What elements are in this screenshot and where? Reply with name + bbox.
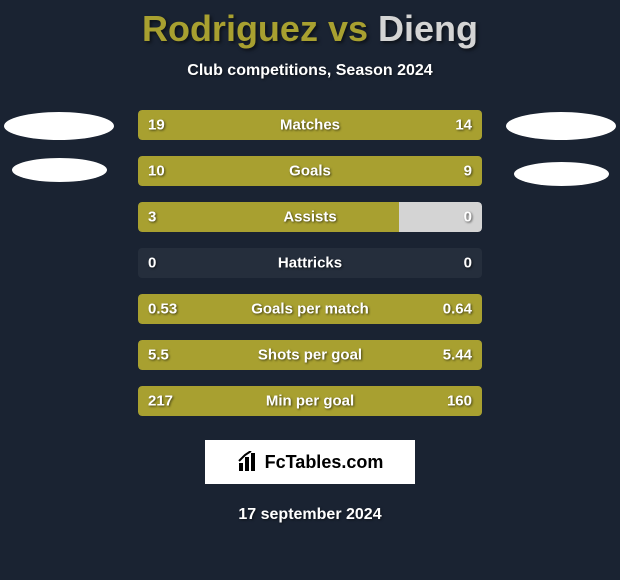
footer-date: 17 september 2024 bbox=[0, 506, 620, 524]
footer-logo[interactable]: FcTables.com bbox=[205, 440, 415, 484]
stat-value-right: 9 bbox=[464, 163, 472, 180]
stat-value-left: 5.5 bbox=[148, 347, 169, 364]
player1-badges bbox=[4, 110, 114, 200]
stats-container: 1914Matches109Goals30Assists00Hattricks0… bbox=[138, 110, 482, 432]
badge-placeholder-icon bbox=[4, 112, 114, 140]
stat-label: Assists bbox=[283, 209, 336, 226]
badge-placeholder-icon bbox=[506, 112, 616, 140]
subtitle: Club competitions, Season 2024 bbox=[0, 62, 620, 80]
footer-logo-text: FcTables.com bbox=[265, 452, 384, 473]
stat-label: Matches bbox=[280, 117, 340, 134]
vs-text: vs bbox=[328, 8, 368, 49]
stat-row: 3 0 Assists bbox=[138, 202, 482, 232]
stat-row: 0 0 Hattricks bbox=[138, 248, 482, 278]
stat-value-left: 10 bbox=[148, 163, 165, 180]
stat-row: 19 14 Matches bbox=[138, 110, 482, 140]
stat-label: Goals bbox=[289, 163, 331, 180]
player2-name: Dieng bbox=[378, 8, 478, 49]
comparison-title: Rodriguez vs Dieng bbox=[0, 0, 620, 50]
stats-chart-area: 1914Matches109Goals30Assists00Hattricks0… bbox=[0, 110, 620, 430]
stat-value-right: 0 bbox=[464, 209, 472, 226]
stat-value-right: 5.44 bbox=[443, 347, 472, 364]
stat-row: 5.5 5.44 Shots per goal bbox=[138, 340, 482, 370]
stat-label: Goals per match bbox=[251, 301, 369, 318]
stat-row: 217 160 Min per goal bbox=[138, 386, 482, 416]
stat-value-right: 160 bbox=[447, 393, 472, 410]
stat-value-left: 217 bbox=[148, 393, 173, 410]
stat-value-right: 14 bbox=[455, 117, 472, 134]
stat-row: 0.53 0.64 Goals per match bbox=[138, 294, 482, 324]
stat-value-left: 0.53 bbox=[148, 301, 177, 318]
stat-value-left: 3 bbox=[148, 209, 156, 226]
stat-value-right: 0 bbox=[464, 255, 472, 272]
stat-label: Shots per goal bbox=[258, 347, 362, 364]
badge-placeholder-icon bbox=[12, 158, 107, 182]
stat-label: Min per goal bbox=[266, 393, 354, 410]
stat-bar-left bbox=[138, 202, 399, 232]
chart-icon bbox=[237, 451, 259, 473]
stat-row: 10 9 Goals bbox=[138, 156, 482, 186]
stat-value-right: 0.64 bbox=[443, 301, 472, 318]
player2-badges bbox=[506, 110, 616, 204]
stat-label: Hattricks bbox=[278, 255, 342, 272]
stat-value-left: 0 bbox=[148, 255, 156, 272]
stat-value-left: 19 bbox=[148, 117, 165, 134]
player1-name: Rodriguez bbox=[142, 8, 318, 49]
badge-placeholder-icon bbox=[514, 162, 609, 186]
